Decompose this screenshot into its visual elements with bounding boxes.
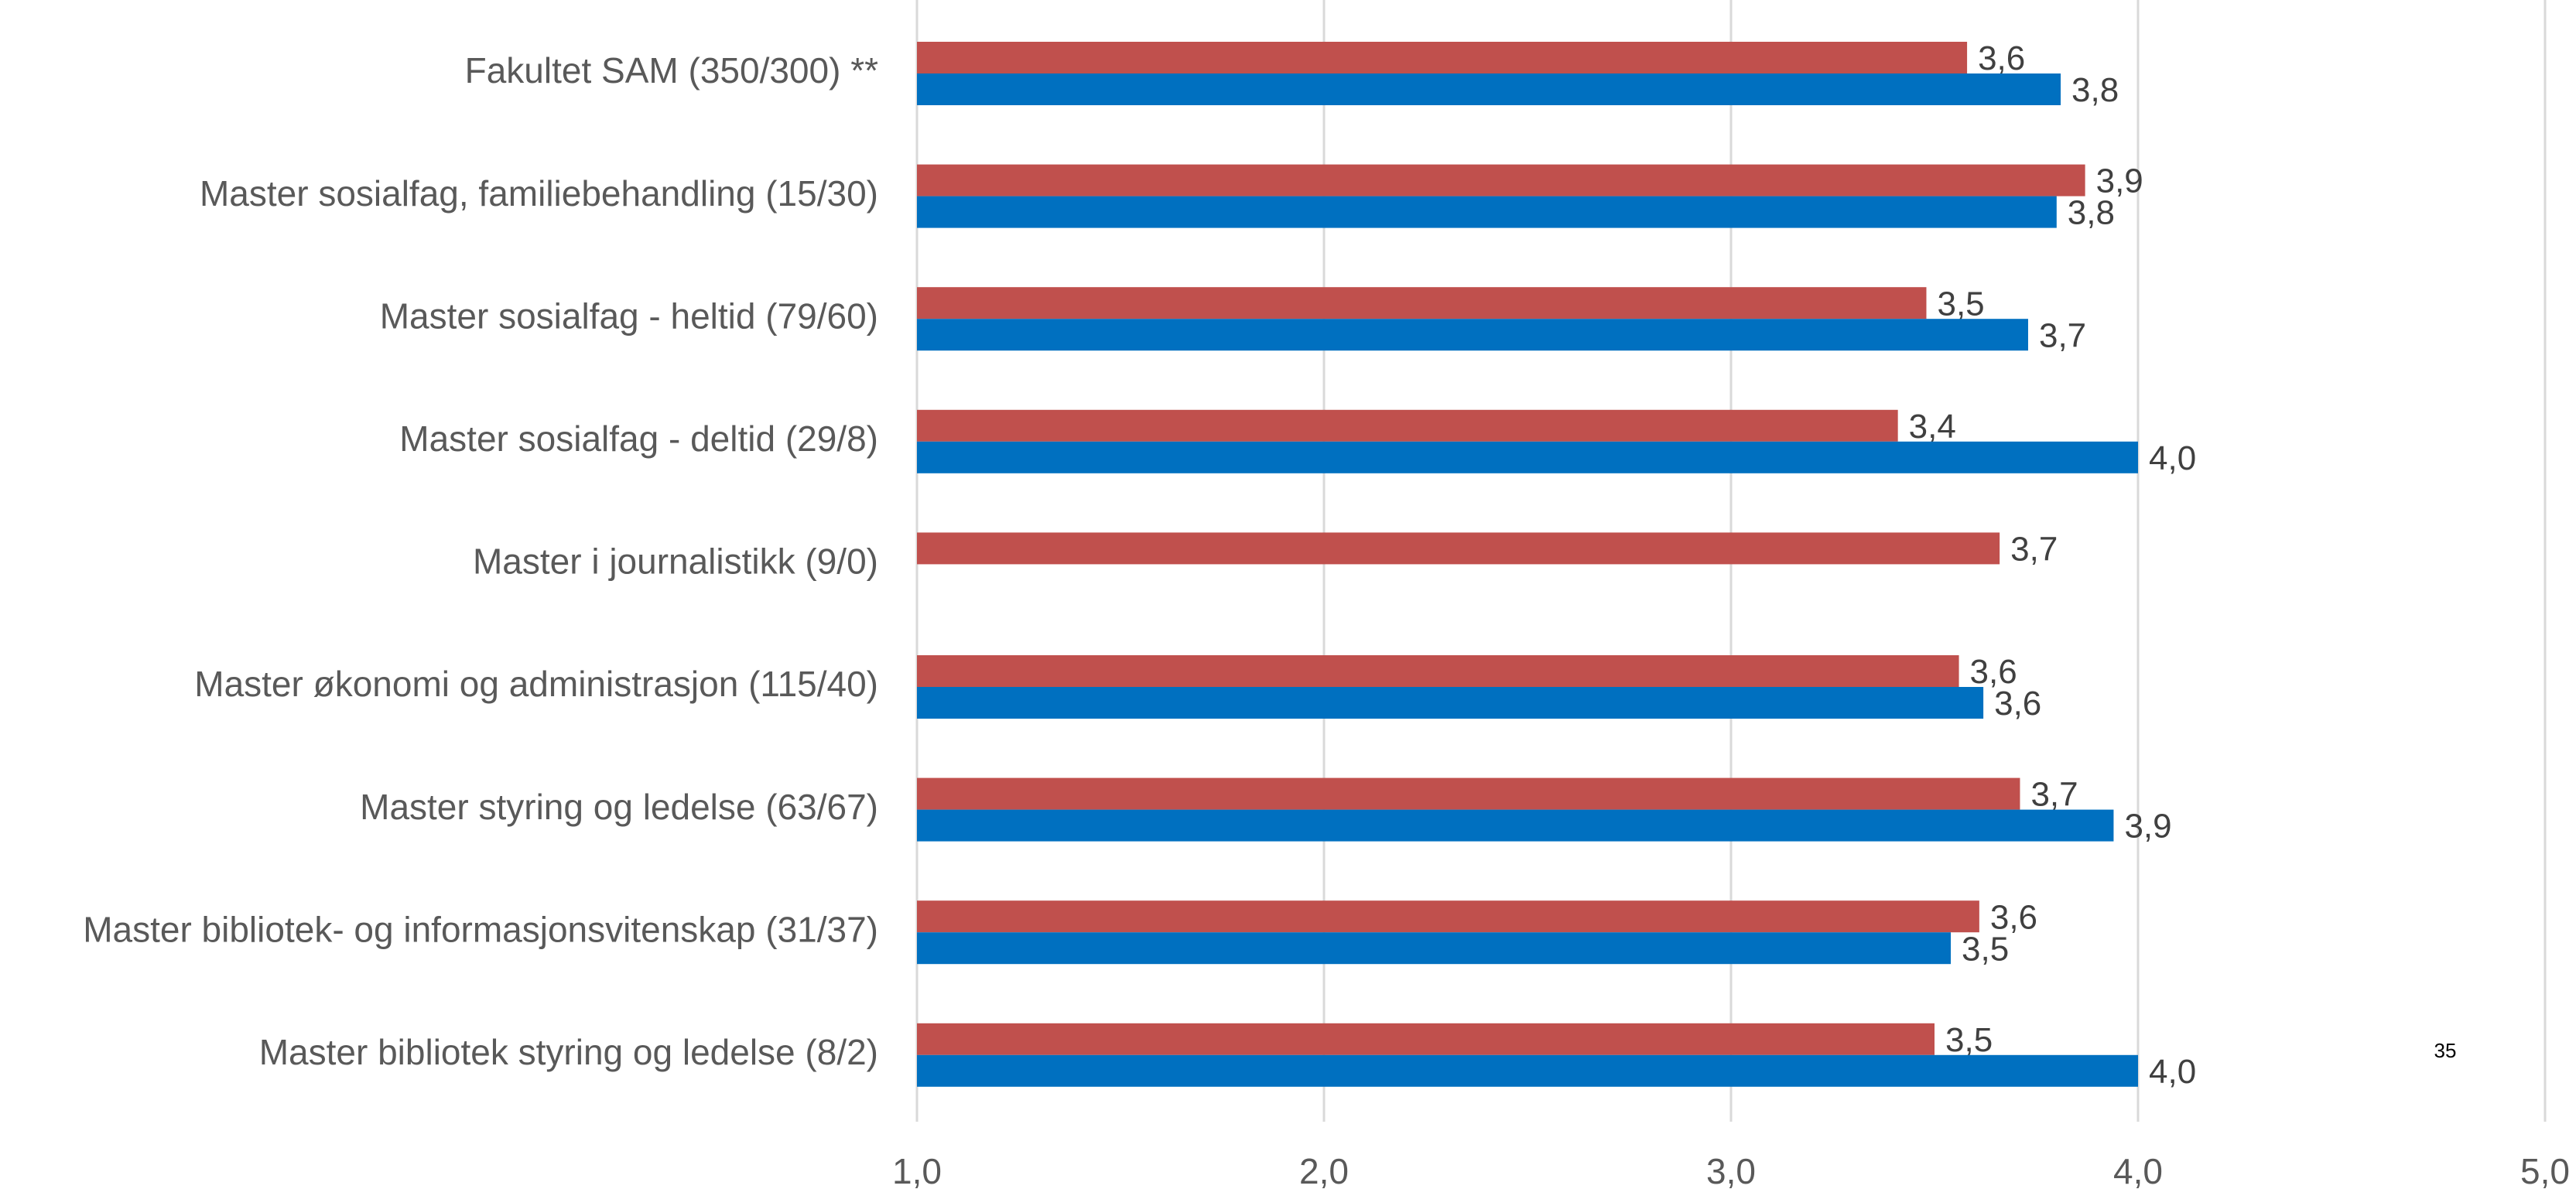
bar: [917, 655, 1959, 687]
data-label: 4,0: [2149, 439, 2196, 477]
data-label: 3,5: [1937, 285, 1984, 323]
x-tick-label: 4,0: [2113, 1151, 2163, 1189]
data-label: 3,7: [2010, 531, 2058, 569]
data-label: 3,7: [2039, 316, 2086, 354]
bar: [917, 932, 1952, 965]
y-tick-label: Master sosialfag, familiebehandling (15/…: [200, 173, 878, 214]
data-label: 3,6: [1970, 653, 2017, 691]
x-tick-label: 2,0: [1299, 1151, 1349, 1189]
y-tick-label: Master økonomi og administrasjon (115/40…: [194, 664, 878, 704]
bar: [917, 196, 2057, 228]
bar: [917, 1023, 1935, 1055]
bar: [917, 809, 2114, 842]
data-label: 3,6: [1990, 898, 2037, 936]
x-tick-label: 1,0: [892, 1151, 942, 1189]
data-label: 3,6: [1978, 39, 2025, 77]
data-label: 3,5: [1945, 1021, 1993, 1059]
bar: [917, 287, 1927, 319]
y-tick-label: Fakultet SAM (350/300) **: [465, 50, 878, 91]
y-tick-label: Master sosialfag - heltid (79/60): [380, 296, 878, 336]
data-label: 3,6: [1994, 685, 2041, 723]
y-tick-label: Master i journalistikk (9/0): [473, 542, 878, 582]
data-label: 3,8: [2068, 194, 2115, 232]
y-tick-label: Master bibliotek- og informasjonsvitensk…: [83, 909, 878, 949]
bar: [917, 73, 2061, 105]
data-label: 3,5: [1962, 930, 2009, 968]
bar: [917, 1054, 2138, 1087]
bar: [917, 777, 2020, 810]
bar: [917, 900, 1979, 933]
bar: [917, 532, 2000, 565]
data-label: 3,7: [2030, 776, 2078, 814]
y-tick-label: Master styring og ledelse (63/67): [360, 787, 878, 827]
data-label: 3,8: [2071, 71, 2119, 109]
x-tick-label: 3,0: [1706, 1151, 1756, 1189]
data-label: 4,0: [2149, 1053, 2196, 1091]
bar: [917, 409, 1898, 442]
bar: [917, 687, 1984, 719]
bar: [917, 164, 2085, 196]
data-label: 3,9: [2124, 808, 2171, 846]
bar: [917, 319, 2028, 351]
page-number: 35: [2434, 1039, 2457, 1062]
y-tick-label: Master sosialfag - deltid (29/8): [399, 419, 878, 459]
bar: [917, 42, 1968, 73]
y-tick-label: Master bibliotek styring og ledelse (8/2…: [259, 1032, 878, 1072]
data-label: 3,4: [1909, 408, 1956, 446]
x-tick-label: 5,0: [2520, 1151, 2570, 1189]
bar: [917, 441, 2138, 473]
data-label: 3,9: [2096, 162, 2143, 200]
